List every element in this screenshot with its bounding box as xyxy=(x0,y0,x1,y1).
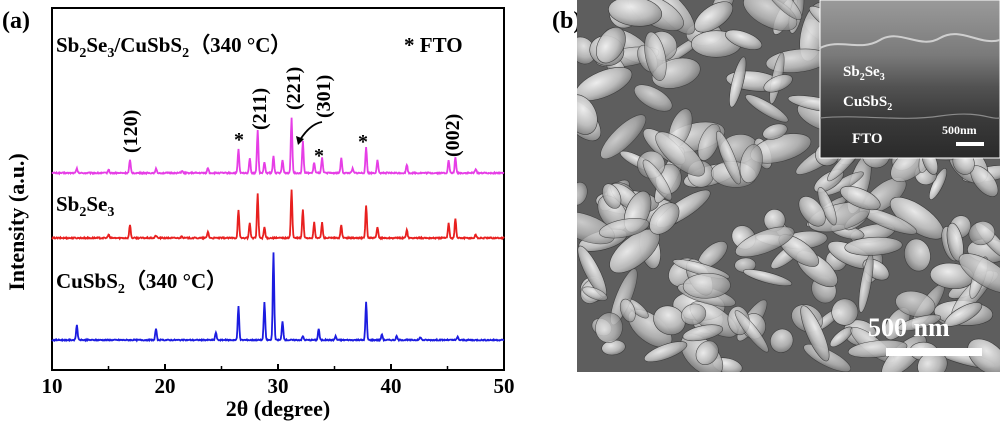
sem-grain xyxy=(968,221,996,246)
x-tick-label: 20 xyxy=(155,374,176,398)
sem-grain xyxy=(897,314,942,332)
sem-grain xyxy=(582,286,608,301)
sem-grain xyxy=(681,303,707,326)
peak-label-211: (211) xyxy=(249,88,271,130)
sem-grain xyxy=(655,131,705,177)
legend-composite: Sb2Se3/CuSbS2（340 °C） xyxy=(56,33,291,61)
x-tick-label: 10 xyxy=(42,374,63,398)
series-line-cusbs2 xyxy=(51,252,505,343)
sem-grain xyxy=(682,272,731,299)
sem-grain xyxy=(763,0,802,21)
sem-grain xyxy=(745,94,789,123)
sem-grain xyxy=(694,1,734,33)
sem-grain xyxy=(599,218,650,239)
scale-bar xyxy=(886,348,982,356)
inset-layer-sb2se3: Sb2Se3 xyxy=(843,64,885,83)
sem-grain xyxy=(716,130,741,185)
sem-grain xyxy=(739,144,763,184)
legend-sb2se3: Sb2Se3 xyxy=(56,192,114,220)
inset-layer-fto: FTO xyxy=(852,131,883,147)
inset-scale-label: 500nm xyxy=(942,123,977,137)
sem-grain xyxy=(633,84,673,112)
sem-grain xyxy=(619,298,636,323)
sem-grain xyxy=(649,202,680,235)
sem-grain xyxy=(602,183,622,209)
x-tick-label: 40 xyxy=(381,374,402,398)
sem-grain xyxy=(644,31,667,81)
inset-surface xyxy=(819,33,1000,49)
series-line-composite xyxy=(51,117,505,176)
sem-grain xyxy=(642,159,673,201)
sem-grain xyxy=(725,29,763,50)
sem-grain xyxy=(729,56,747,108)
scale-bar-label: 500 nm xyxy=(868,313,950,342)
panel-b-label: (b) xyxy=(552,8,581,34)
inset-scale-bar xyxy=(956,142,984,146)
sem-grain xyxy=(643,341,688,363)
sem-grain xyxy=(743,0,798,31)
sem-grain xyxy=(595,312,623,343)
sem-grain xyxy=(734,310,769,353)
sem-grain xyxy=(944,302,983,327)
fto-asterisk: * xyxy=(234,129,244,151)
x-tick-label: 50 xyxy=(494,374,515,398)
fto-asterisk: * xyxy=(358,131,368,153)
inset-image xyxy=(819,0,1000,159)
sem-grain xyxy=(770,328,794,353)
sem-grain xyxy=(595,26,626,64)
plot-frame xyxy=(51,7,505,371)
series-line-sb2se3 xyxy=(51,189,505,241)
sem-grain xyxy=(798,196,826,227)
panel-a-label: (a) xyxy=(2,8,30,34)
sem-grain xyxy=(600,114,647,160)
x-tick-label: 30 xyxy=(268,374,289,398)
fto-asterisk: * xyxy=(314,145,324,167)
x-axis-title: 2θ (degree) xyxy=(226,396,331,421)
y-axis-title: Intensity (a.u.) xyxy=(4,153,29,291)
sem-grain xyxy=(682,324,724,342)
sem-grain xyxy=(608,0,663,27)
sem-grain xyxy=(577,181,588,206)
sem-grain xyxy=(735,226,795,258)
peak-label-120: (120) xyxy=(120,110,142,153)
inset-interface xyxy=(819,113,1000,119)
sem-grain xyxy=(653,305,686,336)
sem-grain xyxy=(695,340,719,365)
arrow-head-icon xyxy=(296,136,304,145)
sem-grain xyxy=(904,238,931,272)
sem-grain xyxy=(831,298,859,326)
sem-grain xyxy=(743,269,793,287)
legend-fto: * FTO xyxy=(404,33,463,57)
arrow-301 xyxy=(299,121,323,141)
inset-layer-cusbs2: CuSbS2 xyxy=(843,94,892,113)
sem-grain xyxy=(577,94,598,135)
sem-grain xyxy=(839,186,881,211)
peak-label-002: (002) xyxy=(442,114,464,157)
x-axis-ticks xyxy=(51,364,505,370)
peak-label-221: (221) xyxy=(283,67,305,110)
sem-grain xyxy=(762,123,788,140)
sem-grain xyxy=(577,66,633,102)
sem-inset: Sb2Se3 CuSbS2 FTO 500nm xyxy=(819,0,1000,159)
peak-label-301: (301) xyxy=(313,75,335,118)
legend-cusbs2: CuSbS2（340 °C） xyxy=(56,269,227,297)
sem-grain xyxy=(844,236,903,256)
sem-grain xyxy=(958,253,1000,294)
sem-grain xyxy=(800,305,830,362)
sem-grain xyxy=(763,74,793,93)
